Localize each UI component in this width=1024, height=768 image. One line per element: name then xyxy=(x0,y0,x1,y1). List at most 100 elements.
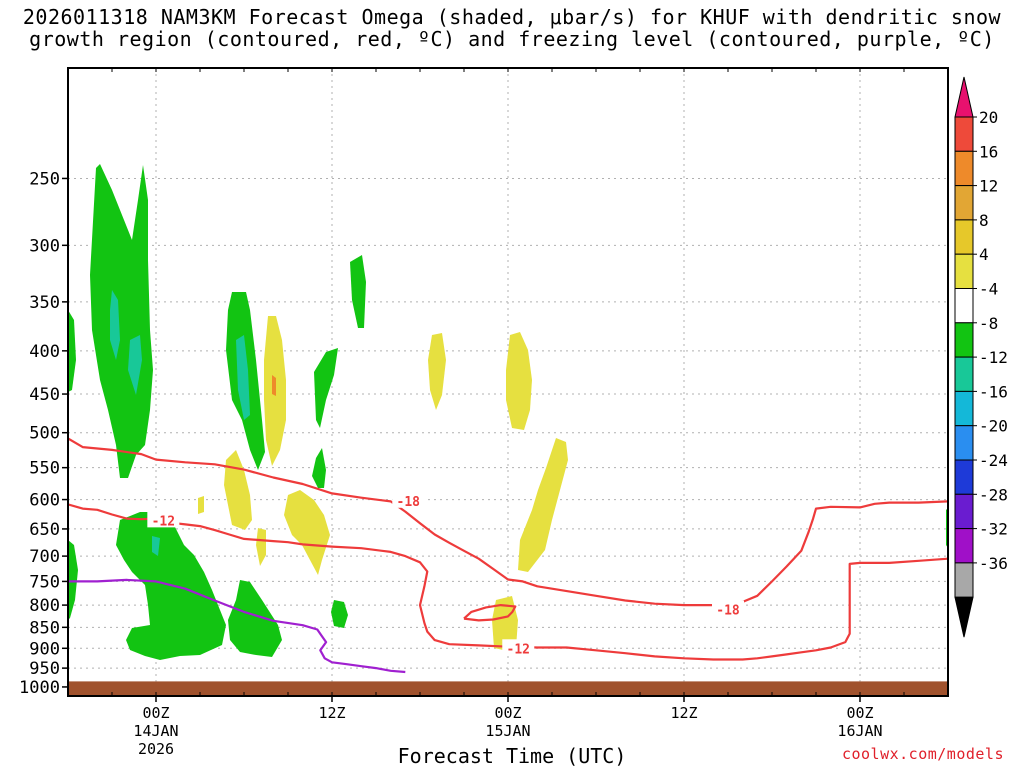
x-tick-label: 12Z xyxy=(318,704,345,722)
x-tick-date: 15JAN xyxy=(485,722,530,740)
contour-label-bg xyxy=(712,600,744,617)
colorbar-swatch xyxy=(954,493,974,530)
x-tick-label: 00Z xyxy=(494,704,521,722)
omega-neg-region xyxy=(110,290,120,360)
colorbar-swatch xyxy=(954,150,974,187)
colorbar-swatch xyxy=(954,459,974,495)
contour-label: -18 xyxy=(397,495,421,510)
colorbar-swatch xyxy=(954,253,974,289)
omega-pos-region xyxy=(256,528,266,566)
omega-pos-region xyxy=(272,375,276,396)
omega-neg-region xyxy=(236,335,250,420)
omega-neg-region xyxy=(68,310,76,392)
colorbar-swatch xyxy=(954,185,974,221)
y-tick-label: 1000 xyxy=(19,678,60,698)
y-tick-label: 600 xyxy=(29,491,60,511)
x-tick-label: 00Z xyxy=(142,704,169,722)
colorbar-label: -8 xyxy=(979,314,998,333)
omega-pos-region xyxy=(284,490,330,575)
grid-lines xyxy=(68,68,948,696)
y-tick-label: 550 xyxy=(29,459,60,479)
y-tick-label: 650 xyxy=(29,520,60,540)
colorbar-bottom-arrow xyxy=(954,596,974,638)
y-tick-label: 350 xyxy=(29,293,60,313)
colorbar-label: -16 xyxy=(979,382,1008,401)
x-tick-label: 00Z xyxy=(846,704,873,722)
omega-neg-region xyxy=(314,348,338,428)
omega-neg-region xyxy=(128,335,142,395)
y-tick-label: 300 xyxy=(29,236,60,256)
omega-neg-region xyxy=(331,600,348,628)
colorbar-label: 20 xyxy=(979,108,998,127)
omega-pos-region xyxy=(506,332,532,430)
omega-shading xyxy=(68,164,948,660)
omega-neg-region xyxy=(228,580,282,657)
colorbar-label: -24 xyxy=(979,451,1008,470)
y-tick-label: 800 xyxy=(29,596,60,616)
colorbar-label: -36 xyxy=(979,554,1008,573)
colorbar: 20 16 12 8 4 -4 -8 -12 -16 -20 -24 -28 -32 -36 xyxy=(954,76,1008,638)
y-tick-label: 950 xyxy=(29,659,60,679)
contour-label-bg xyxy=(147,511,180,528)
omega-neg-region xyxy=(152,536,160,556)
y-tick-label: 450 xyxy=(29,385,60,405)
contour-label: -12 xyxy=(507,642,530,657)
colorbar-swatch xyxy=(954,288,974,324)
y-tick-label: 700 xyxy=(29,547,60,567)
y-tick-label: 400 xyxy=(29,342,60,362)
contour-labels: -12 -18 -12 -18 xyxy=(147,491,744,657)
omega-pos-region xyxy=(198,496,204,514)
x-tick-year: 2026 xyxy=(138,740,174,758)
omega-neg-region xyxy=(312,448,326,488)
colorbar-top-arrow xyxy=(954,76,974,118)
y-tick-label: 900 xyxy=(29,639,60,659)
omega-neg-region xyxy=(90,164,153,478)
y-tick-label: 750 xyxy=(29,572,60,592)
colorbar-swatch xyxy=(954,322,974,358)
contour-line xyxy=(68,437,948,607)
y-tick-label: 250 xyxy=(29,169,60,189)
omega-neg-region xyxy=(68,540,78,620)
contour-lines xyxy=(68,437,948,674)
contour-line xyxy=(463,604,517,622)
contour-label: -12 xyxy=(152,514,175,529)
x-tick-date: 16JAN xyxy=(837,722,882,740)
x-axis-title: Forecast Time (UTC) xyxy=(397,744,627,768)
colorbar-label: -12 xyxy=(979,348,1008,367)
x-tick-label: 12Z xyxy=(670,704,697,722)
contour-line xyxy=(68,503,948,661)
colorbar-swatch xyxy=(954,356,974,392)
omega-pos-region xyxy=(224,450,252,530)
contour-label-bg xyxy=(502,639,535,656)
omega-neg-region xyxy=(350,255,366,328)
colorbar-label: 16 xyxy=(979,142,998,161)
colorbar-label: 12 xyxy=(979,177,998,196)
colorbar-swatch xyxy=(954,116,974,152)
omega-pos-region xyxy=(492,596,518,651)
colorbar-label: 4 xyxy=(979,245,989,264)
colorbar-label: -32 xyxy=(979,520,1008,539)
colorbar-swatch xyxy=(954,219,974,255)
contour-line xyxy=(68,578,406,674)
omega-pos-region xyxy=(428,333,446,410)
y-axis: 2503003504004505005506006507007508008509… xyxy=(19,169,68,698)
colorbar-swatch xyxy=(954,390,974,427)
y-tick-label: 500 xyxy=(29,424,60,444)
colorbar-label: -28 xyxy=(979,485,1008,504)
contour-label: -18 xyxy=(716,604,740,619)
contour-label-bg xyxy=(392,491,425,508)
y-tick-label: 850 xyxy=(29,618,60,638)
chart-title-line-2: growth region (contoured, red, ºC) and f… xyxy=(29,27,995,51)
chart-title-line-1: 2026011318 NAM3KM Forecast Omega (shaded… xyxy=(22,5,1002,29)
colorbar-swatch xyxy=(954,528,974,564)
colorbar-swatch xyxy=(954,425,974,461)
colorbar-label: -20 xyxy=(979,417,1008,436)
colorbar-swatch xyxy=(954,562,974,598)
colorbar-label: -4 xyxy=(979,280,998,299)
credit-text: coolwx.com/models xyxy=(841,745,1004,763)
colorbar-label: 8 xyxy=(979,211,989,230)
omega-pos-region xyxy=(518,438,568,572)
x-tick-date: 14JAN xyxy=(133,722,178,740)
